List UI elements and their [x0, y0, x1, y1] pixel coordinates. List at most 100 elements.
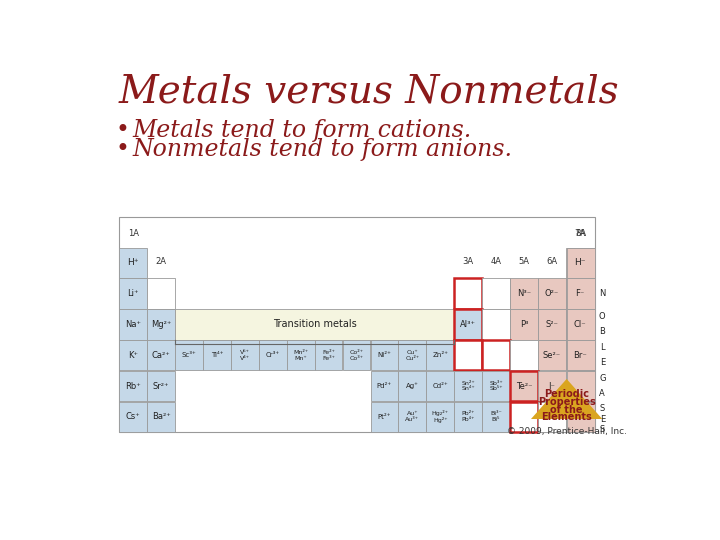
Bar	[538, 402, 566, 432]
Text: O²⁻: O²⁻	[544, 289, 559, 298]
Text: P³: P³	[520, 320, 528, 329]
Text: Li⁺: Li⁺	[127, 289, 139, 298]
Bar	[148, 278, 175, 309]
Text: 4A: 4A	[490, 256, 502, 266]
Bar	[482, 340, 510, 370]
Bar	[454, 309, 482, 340]
Text: •: •	[116, 118, 130, 142]
Bar	[482, 309, 510, 340]
Bar	[482, 402, 510, 432]
Text: O: O	[599, 312, 606, 321]
Bar	[482, 371, 510, 401]
Bar	[510, 309, 538, 340]
Text: Elements: Elements	[541, 412, 592, 422]
Bar	[148, 340, 175, 370]
Text: of the: of the	[550, 404, 583, 415]
Text: Pb²⁺
Pb⁴⁺: Pb²⁺ Pb⁴⁺	[462, 411, 474, 422]
Bar	[203, 340, 231, 370]
Bar	[454, 278, 482, 309]
Text: Cu⁺
Cu²⁺: Cu⁺ Cu²⁺	[405, 350, 419, 361]
Text: 8A: 8A	[576, 229, 587, 238]
Text: Transition metals: Transition metals	[273, 319, 356, 329]
Bar	[454, 340, 482, 370]
Bar	[120, 217, 595, 432]
Bar	[120, 278, 147, 309]
Text: Te²⁻: Te²⁻	[516, 381, 532, 390]
Bar	[343, 340, 370, 370]
Text: Metals versus Nonmetals: Metals versus Nonmetals	[119, 73, 619, 110]
Text: Fe²⁺
Fe³⁺: Fe²⁺ Fe³⁺	[322, 350, 335, 361]
Bar	[567, 340, 595, 370]
Text: E: E	[600, 359, 605, 367]
Bar	[510, 340, 538, 370]
Text: S: S	[600, 404, 605, 414]
Bar	[538, 309, 566, 340]
Bar	[454, 402, 482, 432]
Text: Se²⁻: Se²⁻	[543, 350, 561, 360]
Bar	[371, 371, 398, 401]
Text: Ag⁺: Ag⁺	[406, 383, 419, 389]
Text: Properties: Properties	[538, 397, 595, 407]
Text: Mn²⁺
Mn⁺: Mn²⁺ Mn⁺	[293, 350, 308, 361]
Text: Sr²⁺: Sr²⁺	[153, 381, 169, 390]
Bar	[371, 340, 398, 370]
Text: Cl⁻: Cl⁻	[573, 320, 586, 329]
Bar	[259, 340, 287, 370]
Bar	[538, 278, 566, 309]
Bar	[398, 340, 426, 370]
Text: Ti⁴⁺: Ti⁴⁺	[211, 352, 223, 358]
Text: H⁺: H⁺	[127, 258, 139, 267]
Bar	[148, 371, 175, 401]
Bar	[120, 340, 147, 370]
Bar	[426, 371, 454, 401]
Text: H⁻: H⁻	[574, 258, 585, 267]
Bar	[510, 371, 538, 401]
Bar	[566, 247, 593, 278]
Bar	[566, 340, 593, 370]
Bar	[120, 309, 147, 340]
Text: V⁵⁺
V⁴⁺: V⁵⁺ V⁴⁺	[240, 350, 250, 361]
Bar	[538, 371, 566, 401]
Bar	[454, 371, 482, 401]
Bar	[120, 247, 147, 278]
Text: 6A: 6A	[546, 256, 557, 266]
Text: Al³⁺: Al³⁺	[460, 320, 476, 329]
Text: © 2009, Prentice-Hall, Inc.: © 2009, Prentice-Hall, Inc.	[507, 427, 626, 436]
Text: K⁺: K⁺	[128, 350, 138, 360]
Text: G: G	[599, 374, 606, 383]
Bar	[398, 371, 426, 401]
Text: Ni²⁺: Ni²⁺	[377, 352, 392, 358]
Text: Sb³⁺
Sb⁵⁺: Sb³⁺ Sb⁵⁺	[489, 381, 503, 392]
Bar	[426, 402, 454, 432]
Text: E: E	[600, 415, 605, 424]
Text: A: A	[599, 389, 605, 398]
Text: Nonmetals tend to form anions.: Nonmetals tend to form anions.	[132, 138, 513, 161]
Bar	[398, 402, 426, 432]
Text: Ca²⁺: Ca²⁺	[152, 350, 171, 360]
Text: Hg₂²⁺
Hg²⁺: Hg₂²⁺ Hg²⁺	[432, 410, 449, 423]
Bar	[566, 371, 593, 401]
Text: Pd²⁺: Pd²⁺	[377, 383, 392, 389]
Bar	[148, 402, 175, 432]
Text: 1A: 1A	[128, 229, 139, 238]
Bar	[175, 340, 203, 370]
Text: I⁻: I⁻	[549, 381, 555, 390]
Text: N: N	[599, 289, 606, 298]
Bar	[538, 340, 566, 370]
Text: Sn²⁺
Sn⁴⁺: Sn²⁺ Sn⁴⁺	[462, 381, 475, 392]
Bar	[567, 371, 595, 401]
Bar	[148, 309, 175, 340]
Text: 7A: 7A	[575, 229, 585, 238]
Text: Sc³⁺: Sc³⁺	[181, 352, 197, 358]
Bar	[231, 340, 258, 370]
Bar	[567, 247, 595, 278]
Text: Zn²⁺: Zn²⁺	[432, 352, 448, 358]
Bar	[510, 278, 538, 309]
Bar	[567, 402, 595, 432]
Bar	[567, 309, 595, 340]
Bar	[287, 340, 315, 370]
Text: S²⁻: S²⁻	[545, 320, 558, 329]
Bar	[567, 278, 595, 309]
Polygon shape	[531, 379, 602, 419]
Text: Cs⁺: Cs⁺	[126, 413, 140, 421]
